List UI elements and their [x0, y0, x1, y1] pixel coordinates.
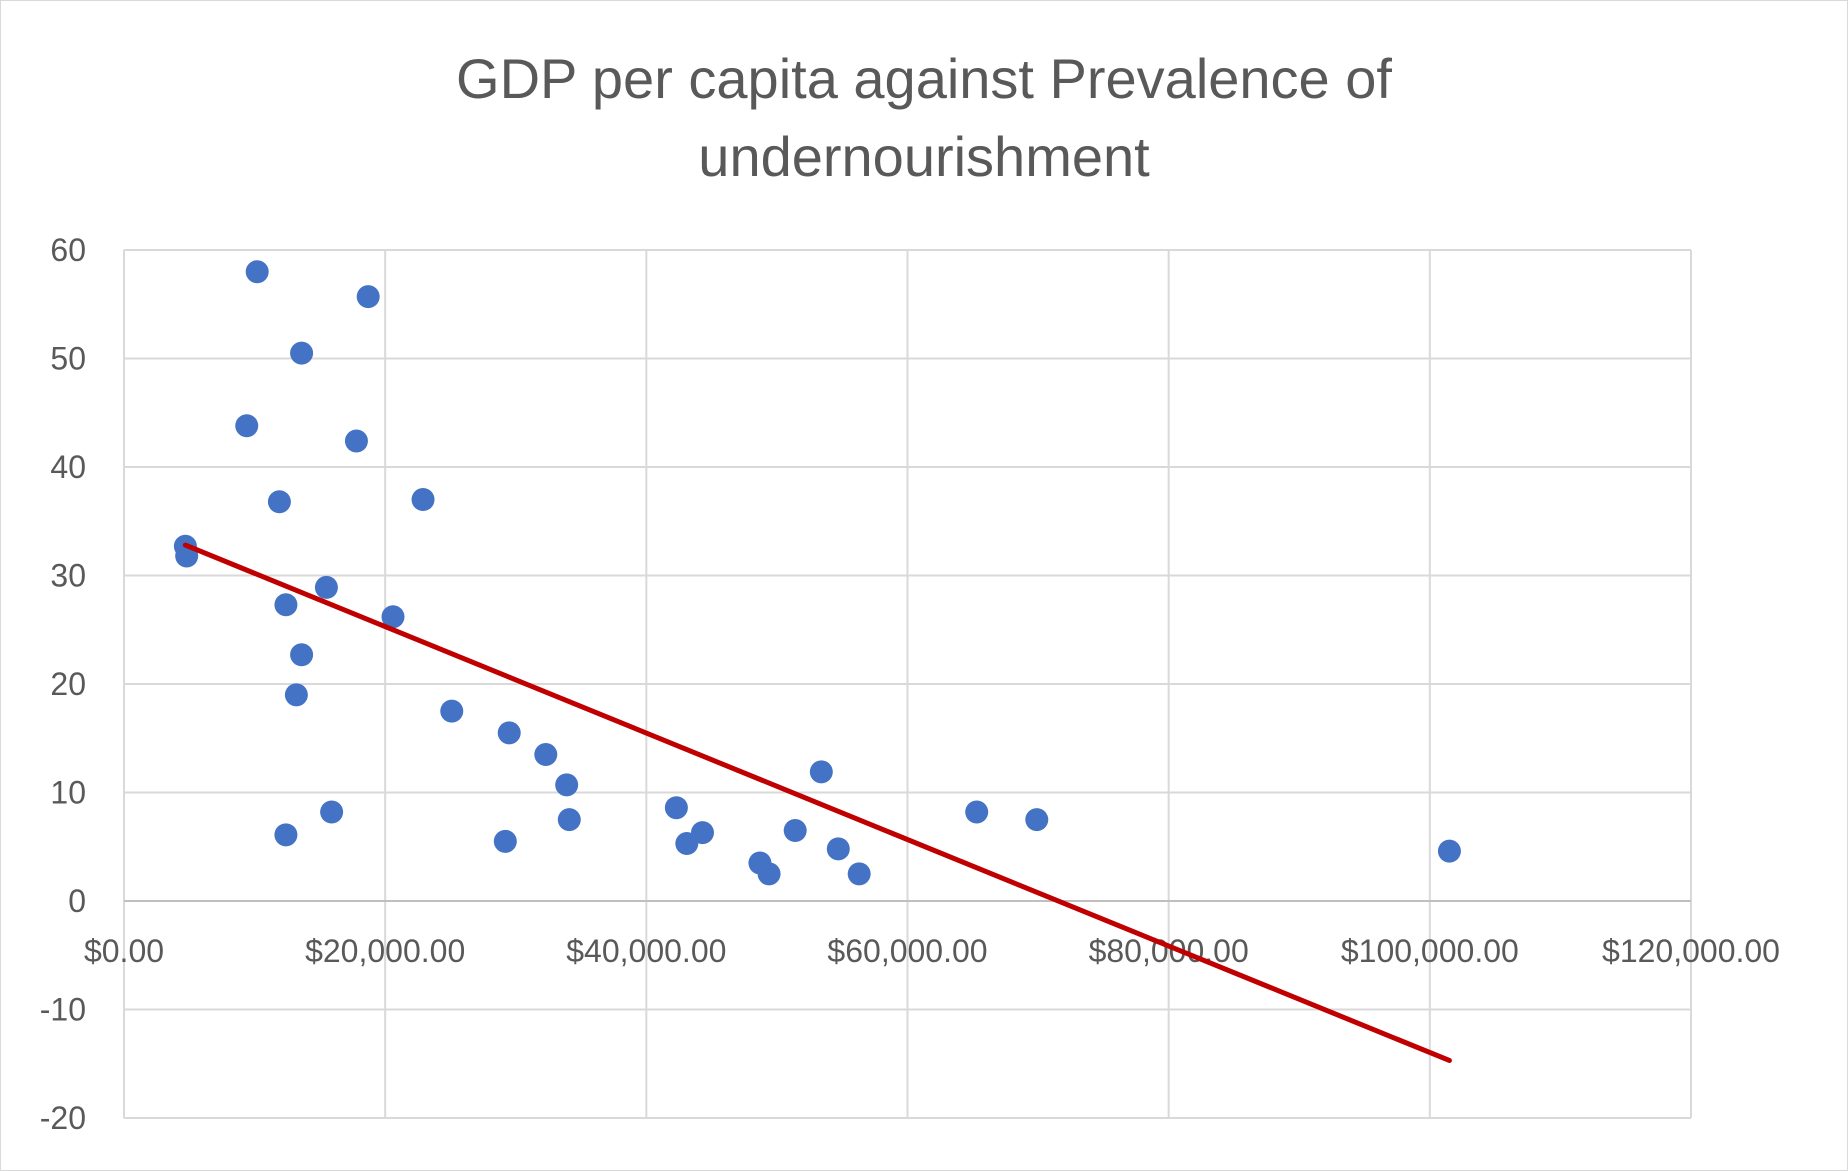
data-point [557, 808, 581, 832]
data-point [245, 260, 269, 284]
data-point [1025, 808, 1049, 832]
y-tick-label: 0 [68, 883, 86, 919]
data-point [965, 800, 989, 824]
data-point [381, 605, 405, 629]
data-point [274, 593, 298, 617]
x-tick-label: $0.00 [84, 933, 164, 969]
x-tick-label: $80,000.00 [1089, 933, 1249, 969]
y-tick-label: 50 [50, 341, 86, 377]
data-point [356, 285, 380, 309]
x-tick-label: $120,000.00 [1602, 933, 1780, 969]
data-point [664, 796, 688, 820]
data-point [314, 575, 338, 599]
chart-title-line-2: undernourishment [698, 125, 1150, 188]
x-tick-label: $100,000.00 [1341, 933, 1519, 969]
y-tick-label: 60 [50, 232, 86, 268]
data-point [235, 414, 259, 438]
data-point [493, 829, 517, 853]
x-tick-label: $60,000.00 [827, 933, 987, 969]
x-tick-label: $20,000.00 [305, 933, 465, 969]
y-tick-label: -20 [40, 1100, 86, 1136]
data-point [320, 800, 344, 824]
data-point [826, 837, 850, 861]
data-points [173, 260, 1461, 886]
y-axis-tick-labels: 60 50 40 30 20 10 0 -10 -20 [40, 232, 86, 1136]
data-point [534, 743, 558, 767]
data-point [344, 429, 368, 453]
chart-title-line-1: GDP per capita against Prevalence of [456, 47, 1392, 110]
data-point [809, 760, 833, 784]
data-point [690, 821, 714, 845]
x-axis-tick-labels: $0.00 $20,000.00 $40,000.00 $60,000.00 $80,0… [84, 933, 1780, 969]
data-point [497, 721, 521, 745]
data-point [757, 862, 781, 886]
chart-title: GDP per capita against Prevalence of und… [0, 40, 1848, 196]
y-tick-label: 40 [50, 449, 86, 485]
data-point [440, 699, 464, 723]
y-tick-label: -10 [40, 992, 86, 1028]
y-tick-label: 30 [50, 558, 86, 594]
data-point [290, 643, 314, 667]
trendline [182, 542, 1452, 1063]
gridlines [123, 249, 1692, 1119]
data-point [290, 341, 314, 365]
data-point [284, 683, 308, 707]
y-tick-label: 10 [50, 775, 86, 811]
trendline-group [182, 542, 1452, 1063]
data-point [847, 862, 871, 886]
data-point [1437, 839, 1461, 863]
data-point [411, 488, 435, 512]
data-point [783, 818, 807, 842]
data-point [274, 823, 298, 847]
y-tick-label: 20 [50, 666, 86, 702]
x-tick-label: $40,000.00 [566, 933, 726, 969]
data-point [555, 773, 579, 797]
data-point [267, 490, 291, 514]
